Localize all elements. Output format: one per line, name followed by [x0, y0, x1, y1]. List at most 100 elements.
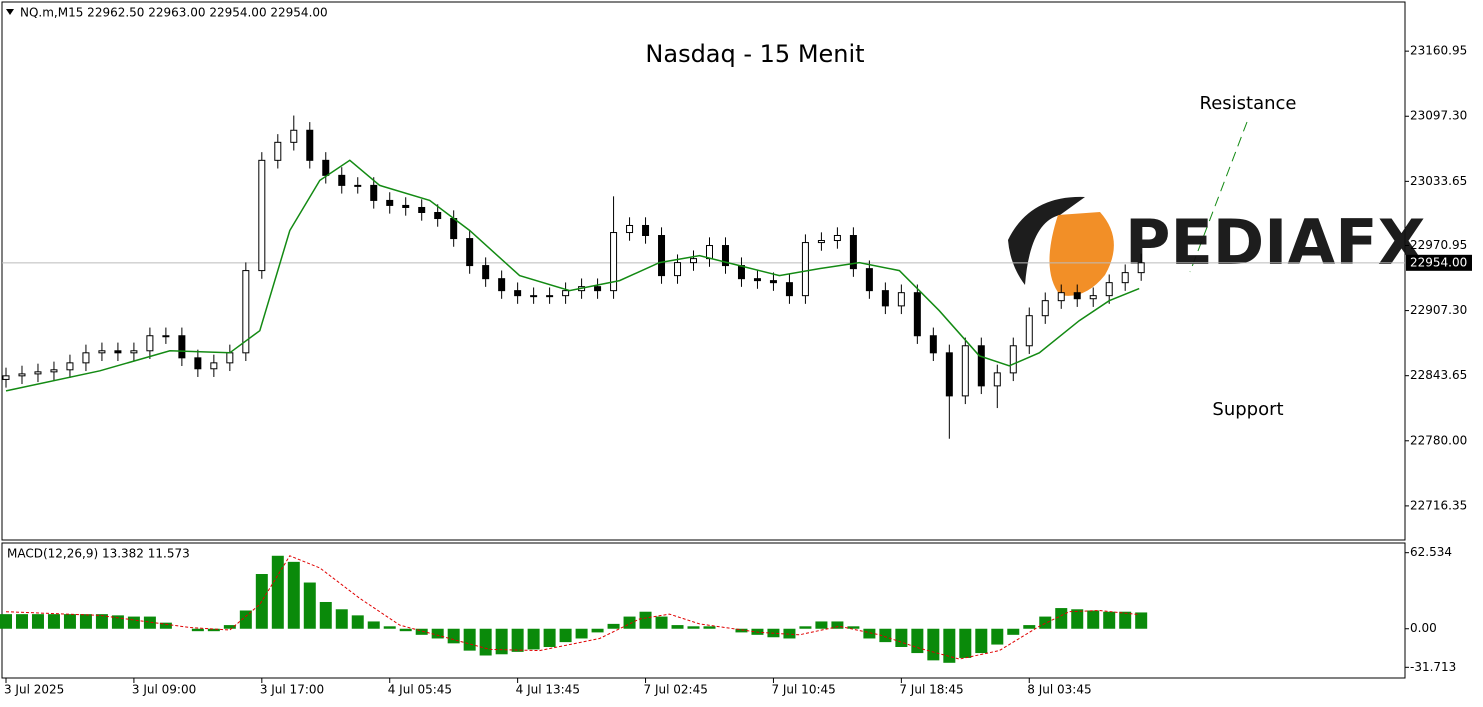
chart-title: Nasdaq - 15 Menit	[645, 40, 864, 68]
candle-body	[993, 372, 1001, 387]
candle-body	[482, 265, 490, 280]
candle-body	[290, 129, 298, 143]
y-tick-label: 62.534	[1410, 545, 1452, 559]
candle-body	[753, 278, 761, 282]
candle-body	[530, 295, 538, 298]
y-tick-label: 23160.95	[1410, 44, 1467, 58]
macd-bar	[223, 625, 236, 629]
candle-body	[402, 204, 410, 208]
macd-bar	[287, 561, 300, 629]
macd-bar	[959, 628, 972, 658]
macd-bar	[591, 628, 604, 633]
candle-body	[929, 335, 937, 354]
x-tick-label: 4 Jul 13:45	[516, 683, 580, 697]
macd-bar	[879, 628, 892, 643]
annotation: Support	[1212, 399, 1283, 420]
macd-bar	[319, 601, 332, 629]
candle-body	[2, 375, 10, 380]
candle-body	[690, 258, 698, 264]
candle-body	[562, 290, 570, 297]
macd-bar	[655, 616, 668, 629]
macd-bar	[815, 621, 828, 629]
candle-body	[961, 345, 969, 397]
macd-bar	[191, 628, 204, 632]
candle-body	[370, 184, 378, 201]
candle-body	[737, 265, 745, 280]
macd-bar	[799, 626, 812, 629]
candle-body	[785, 282, 793, 297]
candle-body	[1057, 292, 1065, 302]
y-tick-label: 22907.30	[1410, 303, 1467, 317]
x-tick-label: 8 Jul 03:45	[1027, 683, 1091, 697]
candle-body	[34, 371, 42, 375]
macd-bar	[207, 628, 220, 632]
candle-body	[82, 352, 90, 364]
macd-bar	[463, 628, 476, 651]
candle-body	[274, 141, 282, 161]
macd-bar	[735, 628, 748, 633]
candle-body	[162, 335, 170, 338]
macd-bar	[1119, 611, 1132, 629]
macd-bar	[159, 622, 172, 629]
macd-bar	[495, 628, 508, 655]
macd-bar	[15, 614, 28, 629]
candle-body	[1009, 345, 1017, 374]
macd-bar	[0, 614, 12, 629]
candle-body	[1105, 282, 1113, 297]
macd-bar	[1135, 612, 1148, 629]
macd-bar	[447, 628, 460, 644]
x-tick-label: 3 Jul 2025	[4, 683, 64, 697]
y-tick-label: 23097.30	[1410, 109, 1467, 123]
candle-body	[977, 345, 985, 387]
macd-bar	[1087, 610, 1100, 629]
macd-bar	[703, 626, 716, 629]
price-panel	[1, 1, 1406, 541]
macd-bar	[991, 628, 1004, 645]
x-tick-label: 3 Jul 17:00	[260, 683, 324, 697]
x-tick-label: 7 Jul 10:45	[771, 683, 835, 697]
last-price-box	[1406, 254, 1472, 271]
macd-bar	[911, 628, 924, 654]
candle-body	[50, 369, 58, 373]
candle-body	[130, 350, 138, 354]
candle-body	[721, 245, 729, 267]
macd-bar	[479, 628, 492, 656]
candle-body	[897, 292, 905, 307]
macd-bar	[511, 628, 524, 652]
candle-body	[418, 206, 426, 213]
moving-average	[5, 159, 1140, 392]
candle-body	[466, 238, 474, 267]
x-tick-label: 3 Jul 09:00	[132, 683, 196, 697]
macd-bar	[975, 628, 988, 654]
candle-body	[610, 232, 618, 292]
candle-body	[865, 268, 873, 292]
logo-text: PEDIAFX	[1125, 206, 1425, 279]
candle-body	[98, 350, 106, 354]
macd-bar	[927, 628, 940, 661]
macd-bar	[415, 628, 428, 635]
macd-bar	[847, 626, 860, 629]
menu-arrow	[6, 9, 14, 15]
logo-mark	[1049, 212, 1114, 296]
candle-body	[322, 159, 330, 176]
y-tick-label: 0.00	[1410, 621, 1437, 635]
macd-bar	[95, 614, 108, 629]
candle-body	[338, 174, 346, 186]
macd-bar	[687, 626, 700, 629]
macd-bar	[127, 616, 140, 629]
annotation: Resistance	[1200, 93, 1297, 114]
candle-body	[642, 224, 650, 237]
candle-body	[594, 286, 602, 292]
watermark: PEDIAFX	[1008, 196, 1425, 296]
y-tick-label: 22843.65	[1410, 368, 1467, 382]
candle-body	[146, 335, 154, 352]
candle-body	[626, 224, 634, 234]
macd-bar	[1103, 611, 1116, 629]
macd-bar	[575, 628, 588, 639]
candle-body	[817, 240, 825, 244]
candle-body	[306, 129, 314, 161]
y-tick-label: 22716.35	[1410, 498, 1467, 512]
y-tick-label: -31.713	[1410, 660, 1456, 674]
macd-bar	[383, 626, 396, 629]
